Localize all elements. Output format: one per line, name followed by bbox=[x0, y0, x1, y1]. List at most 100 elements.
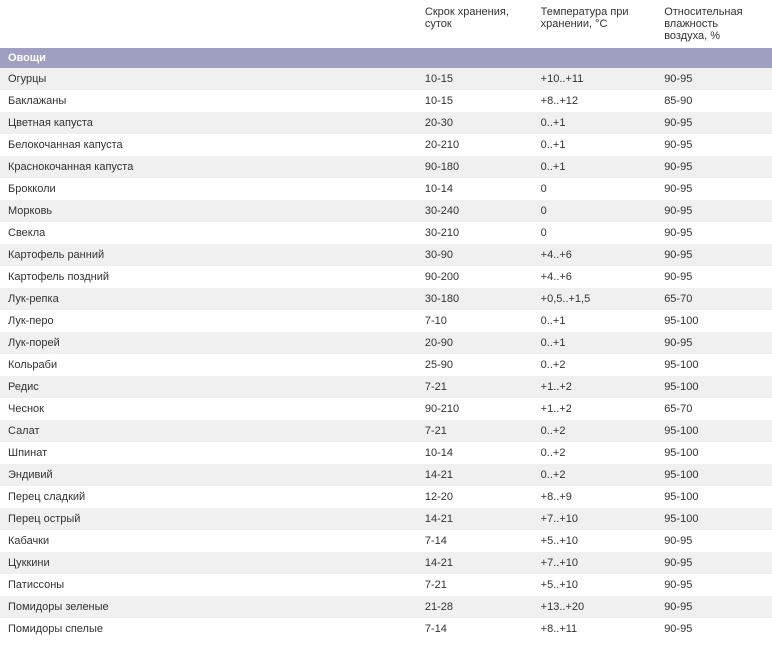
cell-temp: +1..+2 bbox=[533, 376, 657, 398]
cell-name: Салат bbox=[0, 420, 417, 442]
cell-storage: 30-90 bbox=[417, 244, 533, 266]
cell-temp: 0..+1 bbox=[533, 134, 657, 156]
cell-humidity: 90-95 bbox=[656, 200, 772, 222]
table-row: Шпинат10-140..+295-100 bbox=[0, 442, 772, 464]
table-row: Лук-репка30-180+0,5..+1,565-70 bbox=[0, 288, 772, 310]
storage-table: Скрок хранения, суток Температура при хр… bbox=[0, 0, 772, 640]
table-row: Лук-порей20-900..+190-95 bbox=[0, 332, 772, 354]
cell-humidity: 95-100 bbox=[656, 310, 772, 332]
cell-humidity: 95-100 bbox=[656, 420, 772, 442]
cell-storage: 7-21 bbox=[417, 574, 533, 596]
col-header-temp: Температура при хранении, °С bbox=[533, 0, 657, 48]
table-row: Кабачки7-14+5..+1090-95 bbox=[0, 530, 772, 552]
cell-humidity: 65-70 bbox=[656, 288, 772, 310]
col-header-humidity: Относительная влажность воздуха, % bbox=[656, 0, 772, 48]
cell-storage: 14-21 bbox=[417, 552, 533, 574]
section-spacer bbox=[533, 48, 657, 68]
cell-storage: 90-210 bbox=[417, 398, 533, 420]
cell-temp: +13..+20 bbox=[533, 596, 657, 618]
cell-storage: 10-15 bbox=[417, 68, 533, 90]
cell-name: Белокочанная капуста bbox=[0, 134, 417, 156]
cell-name: Лук-перо bbox=[0, 310, 417, 332]
table-row: Картофель поздний90-200+4..+690-95 bbox=[0, 266, 772, 288]
cell-name: Свекла bbox=[0, 222, 417, 244]
cell-humidity: 90-95 bbox=[656, 222, 772, 244]
table-row: Перец сладкий12-20+8..+995-100 bbox=[0, 486, 772, 508]
cell-storage: 90-200 bbox=[417, 266, 533, 288]
cell-storage: 7-10 bbox=[417, 310, 533, 332]
cell-name: Чеснок bbox=[0, 398, 417, 420]
cell-name: Цветная капуста bbox=[0, 112, 417, 134]
cell-name: Картофель ранний bbox=[0, 244, 417, 266]
section-header-row: Овощи bbox=[0, 48, 772, 68]
cell-humidity: 90-95 bbox=[656, 68, 772, 90]
cell-humidity: 95-100 bbox=[656, 376, 772, 398]
cell-storage: 90-180 bbox=[417, 156, 533, 178]
cell-temp: 0..+1 bbox=[533, 332, 657, 354]
cell-temp: 0..+1 bbox=[533, 112, 657, 134]
table-header-row: Скрок хранения, суток Температура при хр… bbox=[0, 0, 772, 48]
cell-humidity: 90-95 bbox=[656, 552, 772, 574]
cell-name: Помидоры зеленые bbox=[0, 596, 417, 618]
cell-storage: 14-21 bbox=[417, 508, 533, 530]
table-row: Чеснок90-210+1..+265-70 bbox=[0, 398, 772, 420]
cell-name: Редис bbox=[0, 376, 417, 398]
table-row: Салат7-210..+295-100 bbox=[0, 420, 772, 442]
cell-temp: 0 bbox=[533, 222, 657, 244]
cell-humidity: 90-95 bbox=[656, 574, 772, 596]
cell-storage: 10-14 bbox=[417, 442, 533, 464]
cell-humidity: 95-100 bbox=[656, 508, 772, 530]
table-row: Морковь30-240090-95 bbox=[0, 200, 772, 222]
cell-storage: 14-21 bbox=[417, 464, 533, 486]
cell-storage: 7-14 bbox=[417, 530, 533, 552]
cell-name: Картофель поздний bbox=[0, 266, 417, 288]
table-row: Цуккини14-21+7..+1090-95 bbox=[0, 552, 772, 574]
cell-humidity: 90-95 bbox=[656, 596, 772, 618]
cell-temp: +8..+9 bbox=[533, 486, 657, 508]
cell-temp: +4..+6 bbox=[533, 266, 657, 288]
cell-temp: +0,5..+1,5 bbox=[533, 288, 657, 310]
cell-temp: 0 bbox=[533, 178, 657, 200]
cell-temp: 0..+2 bbox=[533, 442, 657, 464]
cell-storage: 20-30 bbox=[417, 112, 533, 134]
table-body: ОвощиОгурцы10-15+10..+1190-95Баклажаны10… bbox=[0, 48, 772, 640]
cell-humidity: 90-95 bbox=[656, 530, 772, 552]
table-row: Эндивий14-210..+295-100 bbox=[0, 464, 772, 486]
table-row: Свекла30-210090-95 bbox=[0, 222, 772, 244]
table-row: Картофель ранний30-90+4..+690-95 bbox=[0, 244, 772, 266]
cell-storage: 7-21 bbox=[417, 420, 533, 442]
col-header-name bbox=[0, 0, 417, 48]
cell-humidity: 90-95 bbox=[656, 244, 772, 266]
cell-humidity: 90-95 bbox=[656, 266, 772, 288]
cell-name: Помидоры спелые bbox=[0, 618, 417, 640]
table-row: Помидоры зеленые21-28+13..+2090-95 bbox=[0, 596, 772, 618]
cell-temp: 0..+1 bbox=[533, 310, 657, 332]
cell-temp: +5..+10 bbox=[533, 574, 657, 596]
table-row: Брокколи10-14090-95 bbox=[0, 178, 772, 200]
cell-temp: 0..+2 bbox=[533, 354, 657, 376]
cell-name: Цуккини bbox=[0, 552, 417, 574]
cell-temp: +7..+10 bbox=[533, 552, 657, 574]
cell-temp: 0..+2 bbox=[533, 464, 657, 486]
cell-storage: 20-90 bbox=[417, 332, 533, 354]
section-spacer bbox=[656, 48, 772, 68]
cell-name: Морковь bbox=[0, 200, 417, 222]
table-row: Лук-перо7-100..+195-100 bbox=[0, 310, 772, 332]
cell-humidity: 65-70 bbox=[656, 398, 772, 420]
col-header-storage: Скрок хранения, суток bbox=[417, 0, 533, 48]
cell-name: Баклажаны bbox=[0, 90, 417, 112]
cell-name: Перец острый bbox=[0, 508, 417, 530]
cell-humidity: 95-100 bbox=[656, 442, 772, 464]
cell-temp: 0..+1 bbox=[533, 156, 657, 178]
cell-name: Брокколи bbox=[0, 178, 417, 200]
cell-name: Лук-порей bbox=[0, 332, 417, 354]
table-row: Перец острый14-21+7..+1095-100 bbox=[0, 508, 772, 530]
table-row: Помидоры спелые7-14+8..+1190-95 bbox=[0, 618, 772, 640]
cell-name: Шпинат bbox=[0, 442, 417, 464]
cell-temp: +10..+11 bbox=[533, 68, 657, 90]
cell-temp: +5..+10 bbox=[533, 530, 657, 552]
cell-humidity: 90-95 bbox=[656, 178, 772, 200]
cell-storage: 7-14 bbox=[417, 618, 533, 640]
table-row: Редис7-21+1..+295-100 bbox=[0, 376, 772, 398]
table-row: Краснокочанная капуста90-1800..+190-95 bbox=[0, 156, 772, 178]
